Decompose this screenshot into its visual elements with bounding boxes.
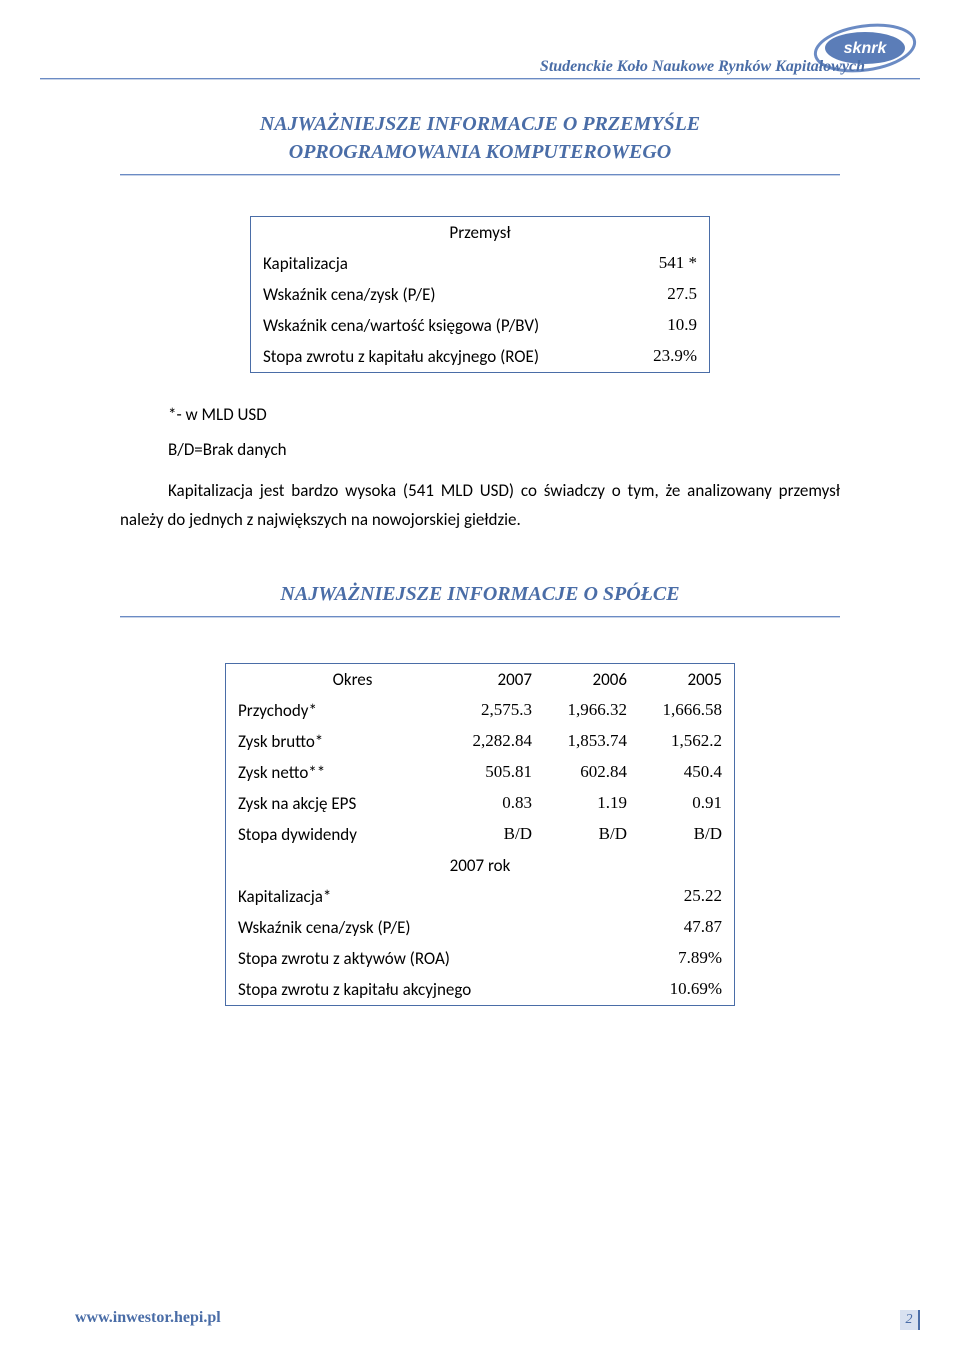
- col-year-2005: 2005: [627, 669, 722, 690]
- cell: 602.84: [532, 762, 627, 783]
- row-label: Zysk netto**: [238, 762, 437, 783]
- table-row: Wskaźnik cena/zysk (P/E) 27.5: [251, 279, 709, 310]
- section2-underline: [120, 616, 840, 618]
- cell: 1,562.2: [627, 731, 722, 752]
- cell: 1,966.32: [532, 700, 627, 721]
- cell: B/D: [437, 824, 532, 845]
- footer-url: www.inwestor.hepi.pl: [75, 1309, 221, 1327]
- row-label: Przychody*: [238, 700, 437, 721]
- svg-text:sknrk: sknrk: [844, 40, 888, 57]
- row-label: Stopa dywidendy: [238, 824, 437, 845]
- header-divider: [40, 78, 920, 80]
- company-table: Okres 2007 2006 2005 Przychody* 2,575.3 …: [225, 663, 735, 1006]
- row-value: 10.69%: [632, 979, 722, 1000]
- row-label: Stopa zwrotu z kapitału akcyjnego: [238, 979, 632, 1000]
- note-mld: *- w MLD USD: [168, 401, 840, 430]
- table-row: Wskaźnik cena/wartość księgowa (P/BV) 10…: [251, 310, 709, 341]
- col-year-2006: 2006: [532, 669, 627, 690]
- row-value: 25.22: [632, 886, 722, 907]
- section1-title: NAJWAŻNIEJSZE INFORMACJE O PRZEMYŚLE OPR…: [120, 110, 840, 166]
- table-row: Zysk netto** 505.81 602.84 450.4: [226, 757, 734, 788]
- cell: 1,853.74: [532, 731, 627, 752]
- section1-underline: [120, 174, 840, 176]
- subheader-2007rok: 2007 rok: [450, 855, 511, 876]
- cell: 0.83: [437, 793, 532, 814]
- table-row: Stopa zwrotu z kapitału akcyjnego 10.69%: [226, 974, 734, 1005]
- row-label: Zysk brutto*: [238, 731, 437, 752]
- row-value: 23.9%: [597, 346, 697, 367]
- row-label: Zysk na akcję EPS: [238, 793, 437, 814]
- cell: B/D: [532, 824, 627, 845]
- cell: B/D: [627, 824, 722, 845]
- cell: 1.19: [532, 793, 627, 814]
- cell: 2,282.84: [437, 731, 532, 752]
- industry-table: Przemysł Kapitalizacja 541 * Wskaźnik ce…: [250, 216, 710, 373]
- row-value: 27.5: [597, 284, 697, 305]
- company-table-header: Okres 2007 2006 2005: [226, 664, 734, 695]
- cell: 505.81: [437, 762, 532, 783]
- header-org-title: Studenckie Koło Naukowe Rynków Kapitałow…: [540, 58, 865, 76]
- cell: 1,666.58: [627, 700, 722, 721]
- table-row: Zysk brutto* 2,282.84 1,853.74 1,562.2: [226, 726, 734, 757]
- row-label: Kapitalizacja: [263, 253, 597, 274]
- section2-title: NAJWAŻNIEJSZE INFORMACJE O SPÓŁCE: [120, 580, 840, 608]
- section1-title-line1: NAJWAŻNIEJSZE INFORMACJE O PRZEMYŚLE: [260, 113, 700, 135]
- row-label: Stopa zwrotu z aktywów (ROA): [238, 948, 632, 969]
- table-row: Przychody* 2,575.3 1,966.32 1,666.58: [226, 695, 734, 726]
- row-value: 47.87: [632, 917, 722, 938]
- note-bd: B/D=Brak danych: [168, 436, 840, 465]
- table-row: Kapitalizacja* 25.22: [226, 881, 734, 912]
- industry-table-header: Przemysł: [449, 222, 510, 243]
- row-value: 10.9: [597, 315, 697, 336]
- table-row: Stopa zwrotu z aktywów (ROA) 7.89%: [226, 943, 734, 974]
- table-row: Stopa zwrotu z kapitału akcyjnego (ROE) …: [251, 341, 709, 372]
- section1-para: Kapitalizacja jest bardzo wysoka (541 ML…: [120, 480, 840, 530]
- table-row: Stopa dywidendy B/D B/D B/D: [226, 819, 734, 850]
- cell: 0.91: [627, 793, 722, 814]
- section1-title-line2: OPROGRAMOWANIA KOMPUTEROWEGO: [289, 141, 671, 163]
- subheader-row: 2007 rok: [226, 850, 734, 881]
- row-label: Wskaźnik cena/wartość księgowa (P/BV): [263, 315, 597, 336]
- row-label: Stopa zwrotu z kapitału akcyjnego (ROE): [263, 346, 597, 367]
- col-year-2007: 2007: [437, 669, 532, 690]
- col-header-okres: Okres: [238, 669, 437, 690]
- table-row: Zysk na akcję EPS 0.83 1.19 0.91: [226, 788, 734, 819]
- row-label: Wskaźnik cena/zysk (P/E): [238, 917, 632, 938]
- section1-notes: *- w MLD USD B/D=Brak danych Kapitalizac…: [120, 401, 840, 535]
- table-row: Wskaźnik cena/zysk (P/E) 47.87: [226, 912, 734, 943]
- row-value: 7.89%: [632, 948, 722, 969]
- cell: 2,575.3: [437, 700, 532, 721]
- row-value: 541 *: [597, 253, 697, 274]
- footer-page-number: 2: [900, 1310, 920, 1330]
- row-label: Wskaźnik cena/zysk (P/E): [263, 284, 597, 305]
- table-row: Kapitalizacja 541 *: [251, 248, 709, 279]
- row-label: Kapitalizacja*: [238, 886, 632, 907]
- industry-table-header-row: Przemysł: [251, 217, 709, 248]
- cell: 450.4: [627, 762, 722, 783]
